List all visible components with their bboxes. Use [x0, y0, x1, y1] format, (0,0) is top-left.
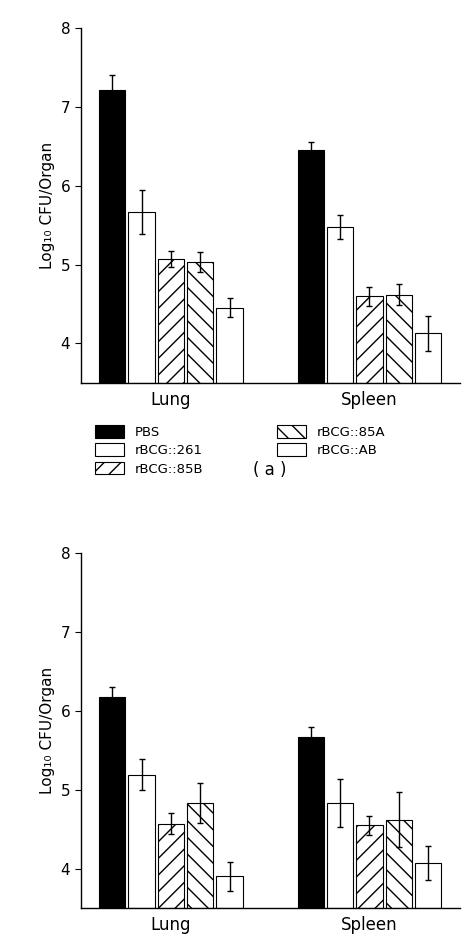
Bar	[386, 820, 412, 908]
Y-axis label: Log₁₀ CFU/Organ: Log₁₀ CFU/Organ	[40, 142, 55, 269]
Bar	[158, 259, 184, 383]
Bar	[216, 308, 243, 383]
Bar	[216, 876, 243, 908]
Bar	[158, 824, 184, 908]
Bar	[298, 737, 324, 908]
Legend: rBCG::85A, rBCG::AB: rBCG::85A, rBCG::AB	[277, 425, 385, 457]
Bar	[128, 775, 155, 908]
Bar	[415, 863, 441, 908]
Bar	[356, 826, 383, 908]
Bar	[415, 333, 441, 383]
Text: ( a ): ( a )	[254, 461, 287, 479]
Bar	[386, 295, 412, 383]
Bar	[99, 90, 126, 383]
Bar	[128, 212, 155, 383]
Bar	[356, 296, 383, 383]
Bar	[187, 262, 213, 383]
Bar	[99, 696, 126, 908]
Bar	[327, 803, 353, 908]
Bar	[327, 227, 353, 383]
Y-axis label: Log₁₀ CFU/Organ: Log₁₀ CFU/Organ	[40, 667, 55, 794]
Bar	[298, 151, 324, 383]
Bar	[187, 803, 213, 908]
